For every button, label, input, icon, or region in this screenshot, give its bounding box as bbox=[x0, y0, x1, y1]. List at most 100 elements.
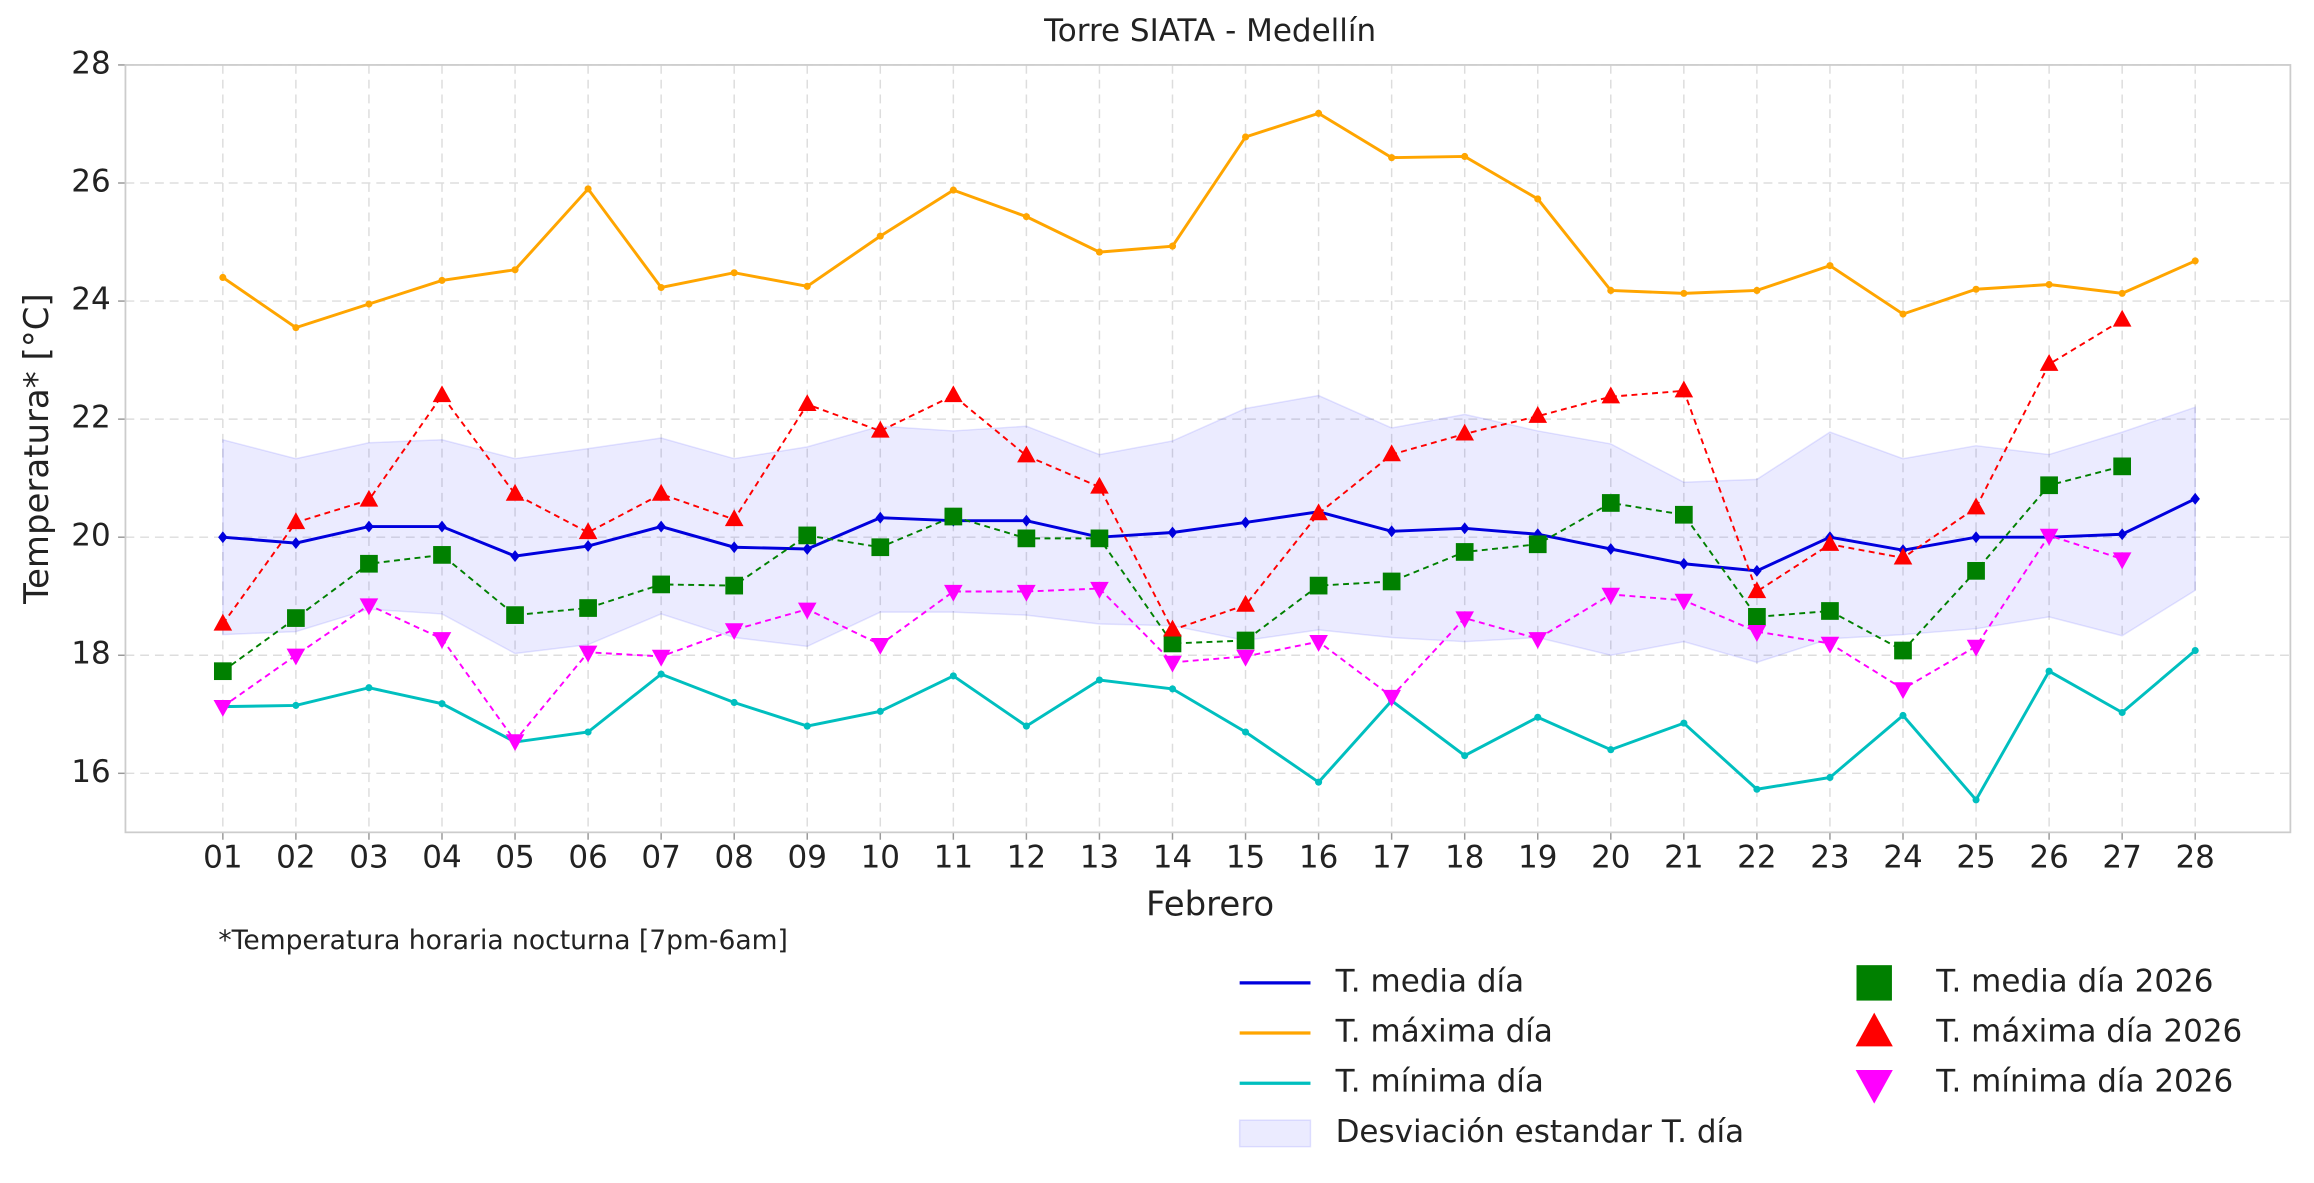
data-point bbox=[1607, 286, 1615, 294]
x-tick-label: 21 bbox=[1664, 839, 1703, 875]
series-line bbox=[222, 465, 2123, 672]
data-point bbox=[1236, 594, 1255, 612]
data-point bbox=[657, 283, 665, 292]
data-point bbox=[1455, 543, 1474, 561]
legend-label: T. media día bbox=[1335, 963, 1525, 999]
x-tick-label: 27 bbox=[2102, 839, 2141, 875]
data-point bbox=[656, 520, 666, 533]
data-point bbox=[870, 420, 890, 438]
data-point bbox=[1168, 685, 1177, 693]
legend-marker bbox=[1856, 965, 1892, 1001]
legend-label: T. media día 2026 bbox=[1935, 963, 2213, 999]
data-point bbox=[1606, 543, 1616, 555]
data-point bbox=[1309, 576, 1328, 595]
data-point bbox=[2112, 552, 2132, 570]
data-point bbox=[2118, 708, 2126, 717]
chart-title: Torre SIATA - Medellín bbox=[1043, 13, 1376, 49]
data-point bbox=[944, 385, 963, 403]
data-point bbox=[949, 672, 957, 680]
data-point bbox=[1163, 655, 1182, 673]
data-point bbox=[1826, 773, 1834, 781]
data-point bbox=[1163, 619, 1182, 637]
data-point bbox=[1163, 634, 1182, 653]
data-point bbox=[292, 701, 300, 709]
data-point bbox=[1021, 514, 1032, 527]
data-point bbox=[1893, 682, 1913, 700]
data-point bbox=[1090, 529, 1109, 548]
data-point bbox=[359, 598, 379, 616]
data-point bbox=[2045, 667, 2053, 675]
series-line bbox=[222, 111, 2196, 330]
data-point bbox=[1534, 195, 1542, 203]
data-point bbox=[1315, 109, 1323, 117]
data-point bbox=[1601, 494, 1620, 512]
data-point bbox=[1820, 636, 1840, 654]
data-point bbox=[651, 483, 671, 501]
data-point bbox=[437, 520, 447, 533]
y-tick-label: 18 bbox=[71, 636, 110, 672]
data-point bbox=[1753, 286, 1761, 294]
data-point bbox=[1382, 444, 1401, 462]
data-point bbox=[2039, 528, 2059, 546]
data-point bbox=[2191, 646, 2199, 655]
data-point bbox=[365, 684, 373, 692]
data-point bbox=[432, 632, 452, 649]
data-point bbox=[438, 700, 446, 708]
data-point bbox=[803, 282, 811, 290]
data-point bbox=[1747, 624, 1767, 642]
x-axis-label: Febrero bbox=[1146, 885, 1274, 925]
x-tick-label: 12 bbox=[1007, 839, 1046, 875]
footnote: *Temperatura horaria nocturna [7pm-6am] bbox=[218, 925, 787, 956]
data-point bbox=[510, 550, 520, 562]
data-point bbox=[1820, 534, 1840, 551]
x-tick-label: 08 bbox=[714, 839, 753, 875]
data-point bbox=[2045, 280, 2053, 289]
data-point bbox=[1315, 778, 1323, 786]
data-point bbox=[505, 734, 525, 752]
data-point bbox=[797, 602, 817, 620]
data-point bbox=[511, 266, 519, 274]
legend-marker bbox=[1855, 1069, 1893, 1104]
data-point bbox=[1680, 289, 1688, 297]
data-point bbox=[657, 670, 665, 678]
legend-label: T. mínima día 2026 bbox=[1935, 1064, 2233, 1100]
data-point bbox=[1240, 516, 1251, 529]
data-point bbox=[1017, 584, 1036, 602]
data-point bbox=[1747, 581, 1767, 599]
y-axis-label: Temperatura* [°C] bbox=[17, 293, 57, 605]
x-tick-label: 10 bbox=[861, 839, 900, 875]
x-tick-label: 19 bbox=[1518, 839, 1557, 875]
x-tick-label: 25 bbox=[1956, 839, 1995, 875]
legend-label: Desviación estandar T. día bbox=[1336, 1114, 1745, 1150]
data-point bbox=[2117, 528, 2127, 541]
x-tick-label: 20 bbox=[1591, 839, 1630, 875]
data-point bbox=[729, 541, 739, 554]
x-tick-label: 02 bbox=[276, 839, 315, 875]
data-point bbox=[1894, 641, 1912, 660]
data-point bbox=[949, 186, 957, 194]
data-point bbox=[359, 489, 379, 507]
data-point bbox=[1893, 547, 1913, 565]
data-point bbox=[579, 599, 597, 617]
legend-label: T. mínima día bbox=[1335, 1064, 1544, 1100]
data-point bbox=[584, 185, 592, 193]
data-point bbox=[1972, 796, 1980, 804]
legend-patch bbox=[1238, 1119, 1312, 1148]
data-point bbox=[1528, 405, 1548, 423]
data-point bbox=[1899, 310, 1907, 318]
data-point bbox=[1022, 213, 1030, 221]
data-point bbox=[1309, 503, 1328, 521]
data-point bbox=[1966, 639, 1986, 657]
data-point bbox=[1748, 608, 1766, 626]
data-point bbox=[578, 522, 598, 540]
data-point bbox=[1455, 423, 1474, 441]
data-point bbox=[1674, 505, 1693, 524]
data-point bbox=[2112, 309, 2132, 327]
y-tick-label: 24 bbox=[71, 282, 110, 318]
data-point bbox=[1826, 262, 1834, 270]
data-point bbox=[2190, 492, 2200, 505]
x-tick-label: 22 bbox=[1737, 839, 1776, 875]
legend-label: T. máxima día bbox=[1335, 1014, 1553, 1050]
data-point bbox=[1461, 752, 1469, 760]
